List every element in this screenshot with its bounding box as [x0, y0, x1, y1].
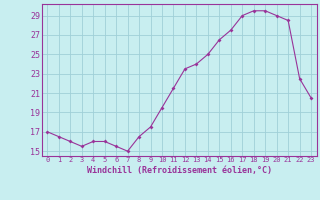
X-axis label: Windchill (Refroidissement éolien,°C): Windchill (Refroidissement éolien,°C): [87, 166, 272, 175]
